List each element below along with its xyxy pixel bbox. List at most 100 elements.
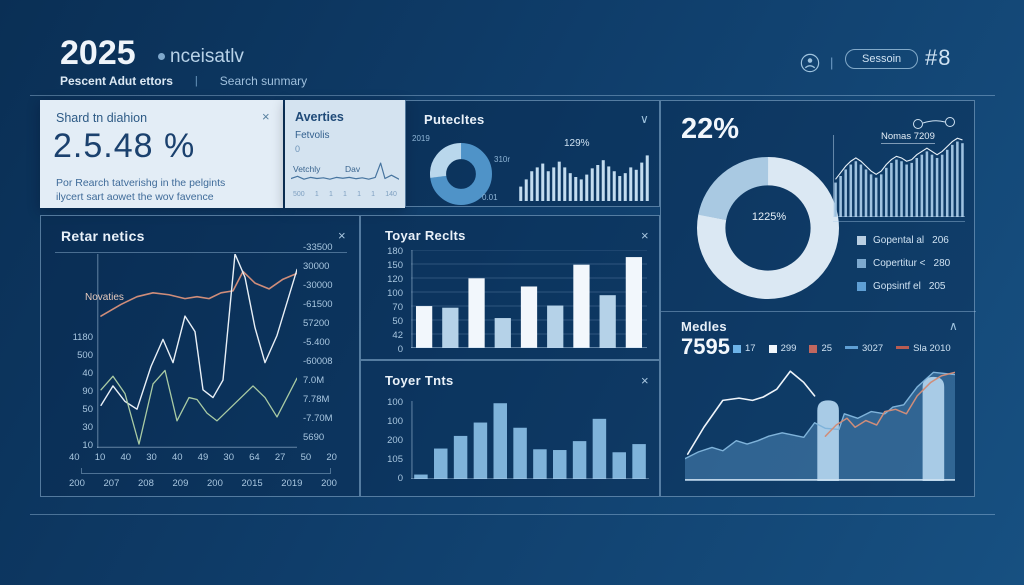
legend-label: 25 <box>821 343 833 354</box>
legend-label: Gopental al <box>873 235 925 246</box>
y-tick: 50 <box>82 404 93 415</box>
y-tick: 120 <box>387 274 403 285</box>
legend-item: Copertitur < 280 <box>857 258 950 269</box>
y-tick: 40 <box>82 368 93 379</box>
y-tick: 7.78M <box>303 394 330 405</box>
putedles-panel: Putecltes ∨ 2019 310r 0.01 129% <box>405 100 660 207</box>
series-label-right: Dav <box>345 164 361 174</box>
x-tick: 200 <box>321 478 337 489</box>
y-tick: 200 <box>387 435 403 446</box>
toyar-reclts-panel: Toyar Reclts × 180 150 120 100 70 50 42 … <box>360 215 660 360</box>
logo-dot-icon <box>158 53 165 60</box>
session-button[interactable]: Sessoin <box>845 49 919 69</box>
medles-area-chart <box>685 369 955 481</box>
y-tick: 100 <box>387 416 403 427</box>
y-tick: 10 <box>82 440 93 451</box>
x-tick: 10 <box>94 452 106 463</box>
page-title: 2025 <box>60 34 136 72</box>
medles-title: Medles <box>681 319 727 334</box>
toyar-bar-chart <box>411 250 647 348</box>
y-tick: -5.400 <box>303 337 330 348</box>
axis-bracket <box>81 468 331 474</box>
stat-value: 2.5.48 % <box>53 127 196 165</box>
toyer-tnts-panel: Toyer Tnts × 100 100 200 105 0 <box>360 360 660 497</box>
retar-line-chart <box>97 254 297 448</box>
legend-item: Sla 2010 <box>896 343 951 354</box>
overview-headline: 22% <box>681 113 740 145</box>
legend-item: 3027 <box>845 343 883 354</box>
footer-rule <box>30 514 995 515</box>
nav-item-left[interactable]: Pescent Adut ettors <box>60 74 173 88</box>
chart-rule <box>833 221 965 222</box>
averties-title: Averties <box>295 110 344 124</box>
series-label: Novaties <box>85 292 124 303</box>
medles-value: 7595 <box>681 334 730 359</box>
donut-label: 0.01 <box>482 193 498 202</box>
donut-label: 1225% <box>751 211 787 223</box>
close-icon[interactable]: × <box>641 373 649 388</box>
y-tick: 0 <box>397 344 403 355</box>
donut-label: 310r <box>494 155 511 164</box>
legend-label: Sla 2010 <box>913 343 951 354</box>
x-tick: 200 <box>69 478 85 489</box>
y-tick: 150 <box>387 260 403 271</box>
legend-swatch <box>857 282 866 291</box>
x-tick: 20 <box>326 452 337 463</box>
x-tick: 1 <box>343 191 347 198</box>
x-tick: 1 <box>314 191 319 198</box>
stat-desc-line1: Por Rearch tatverishg in the pelgints <box>56 177 226 189</box>
close-icon[interactable]: × <box>262 109 270 124</box>
x-tick: 40 <box>120 452 132 463</box>
averties-zero: 0 <box>295 144 301 154</box>
x-tick: 40 <box>171 452 183 463</box>
user-icon[interactable] <box>800 53 820 73</box>
chevron-up-icon[interactable]: ∧ <box>949 319 958 333</box>
legend-value: 280 <box>933 258 951 269</box>
legend-item: Gopental al 206 <box>857 235 949 246</box>
legend-swatch <box>768 344 777 353</box>
y-tick: 100 <box>387 397 403 408</box>
y-tick: -30000 <box>303 280 333 291</box>
putedles-bar-chart <box>519 155 649 201</box>
x-tick: 27 <box>274 452 286 463</box>
donut-label: 2019 <box>412 134 430 143</box>
y-tick: 7.0M <box>303 375 325 386</box>
legend-swatch <box>857 236 866 245</box>
legend-value: 205 <box>928 281 946 292</box>
close-icon[interactable]: × <box>338 228 346 243</box>
close-icon[interactable]: × <box>641 228 649 243</box>
tnts-bar-chart <box>411 401 649 479</box>
series-label-left: Vetchly <box>293 164 321 174</box>
legend-label: Copertitur < <box>873 258 926 269</box>
x-tick: 1 <box>371 191 376 198</box>
legend-swatch <box>809 344 818 353</box>
y-tick: 105 <box>387 454 403 465</box>
y-tick: 70 <box>392 302 403 313</box>
x-tick: 64 <box>249 452 260 463</box>
bars-label: 129% <box>564 138 590 149</box>
x-tick: 50 <box>300 452 312 463</box>
overview-donut-chart <box>697 157 839 299</box>
y-tick: 0 <box>397 473 403 484</box>
nomas-label: Nomas 7209 <box>881 131 935 144</box>
putedles-donut-chart <box>430 143 492 205</box>
x-tick: 49 <box>197 452 209 463</box>
legend-swatch <box>845 346 859 349</box>
header-divider: | <box>830 55 834 70</box>
x-tick: 200 <box>207 478 223 489</box>
legend-item: 299 <box>768 343 797 354</box>
legend-label: 299 <box>780 343 797 354</box>
stat-desc-line2: ilycert sart aowet the wov favence <box>56 191 214 203</box>
y-tick: 42 <box>392 330 403 341</box>
tnts-title: Toyer Tnts <box>385 373 454 388</box>
y-tick: -33500 <box>303 242 333 253</box>
putedles-title: Putecltes <box>424 112 485 127</box>
x-tick: 2019 <box>281 478 303 489</box>
chevron-down-icon[interactable]: ∨ <box>640 112 649 126</box>
legend-item: 17 <box>733 343 756 354</box>
y-tick: 57200 <box>303 318 330 329</box>
header-rule <box>30 95 995 96</box>
nav-item-right[interactable]: Search sunmary <box>219 74 308 88</box>
y-tick: 500 <box>77 350 93 361</box>
